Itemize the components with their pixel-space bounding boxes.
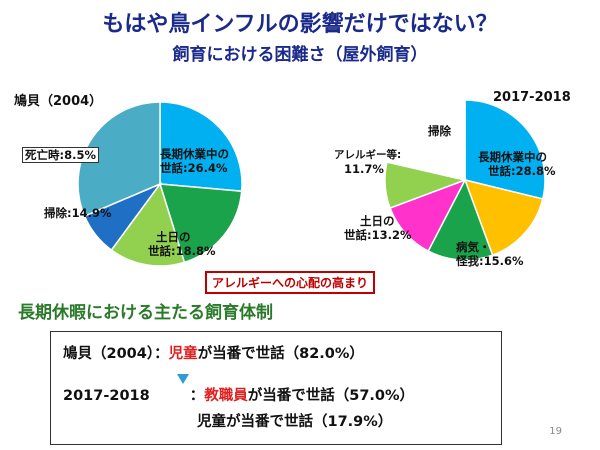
info-box: 鳩貝（2004）：児童が当番で世話（82.0%） 2017-2018 ：教職員が当… [50, 331, 502, 445]
slice-name2: 世話 [488, 164, 511, 178]
pie-chart-2017 [384, 100, 546, 261]
info-line2-label: 2017-2018 [63, 388, 150, 404]
slice-name: 土日の [156, 230, 191, 244]
slide-title: もはや鳥インフルの影響だけではない？ [102, 12, 498, 37]
pie-slices-2017 [384, 100, 546, 261]
slice-label-cleaning-2017: 掃除 [428, 124, 451, 138]
slice-value: 18.8% [175, 244, 216, 258]
chart-label-2017: 2017-2018 [493, 90, 571, 105]
slice-label-illness: 病気・ 怪我:15.6% [456, 240, 524, 268]
slice-value: 28.8% [515, 164, 556, 178]
info-line-2017: 2017-2018 ：教職員が当番で世話（57.0%） [63, 384, 414, 405]
slice-label-death: 死亡時:8.5% [22, 147, 100, 163]
slice-label-cleaning: 掃除:14.9% [44, 206, 112, 220]
pie-chart-2004 [77, 101, 243, 267]
slice-label-weekend: 土日の 世話:18.8% [148, 230, 216, 258]
slice-name: 長期休業中の [160, 147, 229, 161]
page-number: 19 [549, 426, 562, 437]
pie-slice-1 [158, 183, 243, 264]
pie-slice-2 [110, 182, 186, 267]
info-line2-colon: ： [189, 388, 205, 404]
slice-name2: 怪我 [456, 254, 479, 268]
pie-slice-0 [159, 101, 243, 193]
slice-label-weekend-2017: 土日の 世話:13.2% [344, 214, 412, 242]
slice-name2: 世話 [344, 228, 367, 242]
slice-name: 土日の [360, 214, 395, 228]
allergy-concern-note: アレルギーへの心配の高まり [205, 271, 376, 294]
slice-value: 13.2% [371, 228, 412, 242]
slice-value: 26.4% [187, 161, 228, 175]
info-line2-highlight: 教職員 [204, 388, 248, 404]
info-line1-highlight: 児童 [168, 346, 198, 362]
pie-slice-5 [386, 100, 466, 181]
info-line-2004: 鳩貝（2004）：児童が当番で世話（82.0%） [63, 342, 364, 363]
slice-name2: 世話 [148, 244, 171, 258]
pie-slices-2004 [77, 101, 243, 267]
slice-name: 死亡時 [25, 148, 60, 162]
slice-label-long-holiday: 長期休業中の 世話:26.4% [160, 147, 229, 175]
arrow-down-icon [177, 374, 189, 384]
pie-slice-0 [464, 100, 546, 200]
slice-value: 11.7% [344, 162, 384, 176]
info-line-3: 児童が当番で世話（17.9%） [197, 414, 393, 430]
chart-label-2004: 鳩貝（2004） [14, 94, 103, 109]
slice-value: 8.5% [64, 148, 97, 162]
slice-name: 掃除 [44, 206, 67, 220]
pie-slice-4 [77, 101, 161, 218]
info-line1-rest: が当番で世話（82.0%） [197, 346, 364, 362]
section-heading: 長期休暇における主たる飼育体制 [18, 303, 273, 323]
slice-name: 病気・ [456, 240, 491, 254]
slice-name: 長期休業中の [478, 150, 547, 164]
slice-label-long-holiday-2017: 長期休業中の 世話:28.8% [478, 150, 556, 178]
slice-value: 14.9% [71, 206, 112, 220]
slice-value: 15.6% [483, 254, 524, 268]
slide-subtitle: 飼育における困難さ（屋外飼育） [172, 45, 428, 65]
info-line1-label: 鳩貝（2004）： [63, 346, 169, 362]
slice-label-allergy: アレルギー等: 11.7% [334, 149, 402, 176]
slice-name2: 世話 [160, 161, 183, 175]
slice-name: アレルギー等 [334, 149, 397, 161]
pie-slice-1 [463, 178, 544, 257]
info-line2-rest: が当番で世話（57.0%） [247, 388, 415, 404]
pie-slice-2 [427, 178, 494, 261]
